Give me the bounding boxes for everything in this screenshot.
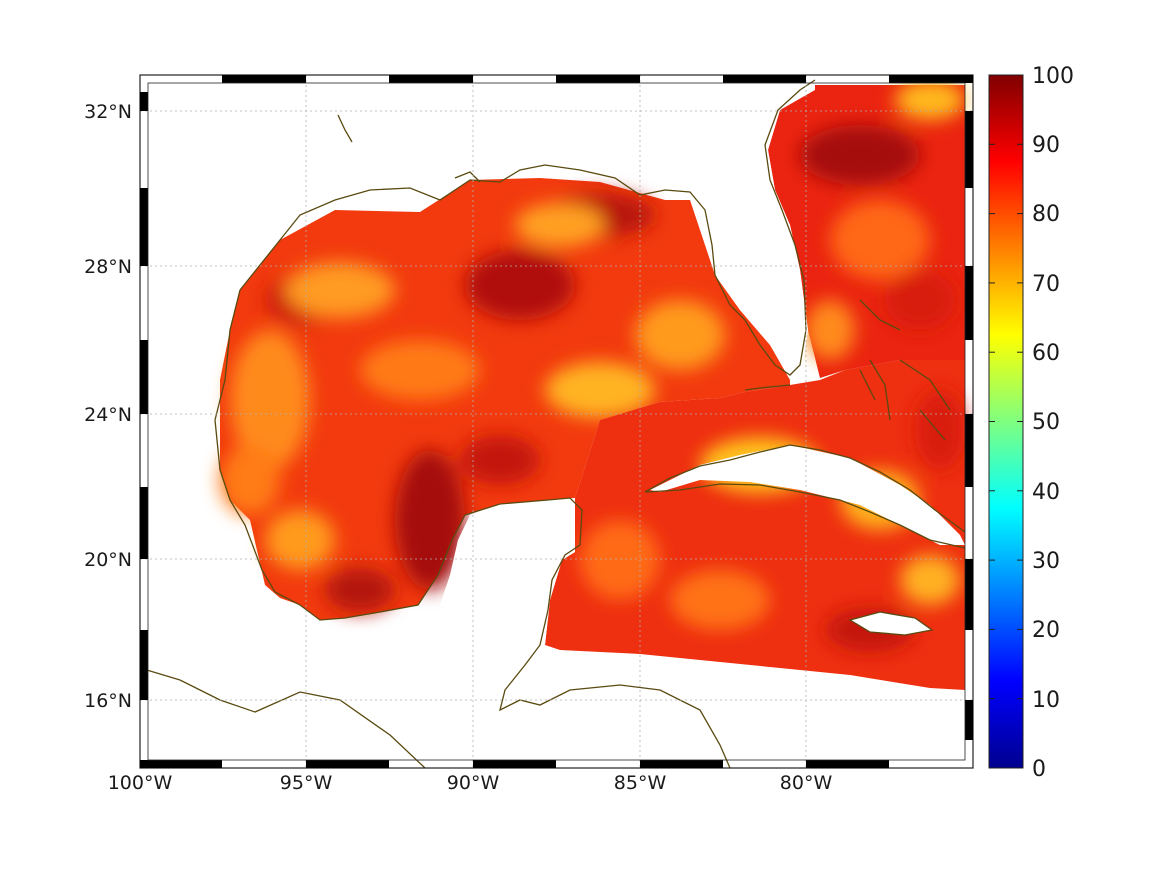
lat-label: 24°N (84, 404, 132, 426)
colorbar-tick-label: 100 (1032, 64, 1074, 89)
colorbar-tick-label: 90 (1032, 133, 1060, 158)
latitude-labels: 32°N 28°N 24°N 20°N 16°N (84, 101, 132, 712)
colorbar-tick-label: 80 (1032, 202, 1060, 227)
lat-label: 32°N (84, 101, 132, 123)
longitude-labels: 100°W 95°W 90°W 85°W 80°W (108, 772, 833, 794)
land-mask (440, 85, 965, 665)
lat-label: 28°N (84, 256, 132, 278)
colorbar: 100 90 80 70 60 50 40 30 20 10 0 (988, 64, 1074, 782)
colorbar-tick-label: 10 (1032, 688, 1060, 713)
lat-label: 16°N (84, 690, 132, 712)
colorbar-tick-label: 40 (1032, 480, 1060, 505)
lon-label: 90°W (447, 772, 500, 794)
lon-label: 80°W (780, 772, 833, 794)
data-field-atlantic (768, 80, 965, 378)
colorbar-tick-label: 30 (1032, 549, 1060, 574)
colorbar-tick-label: 50 (1032, 410, 1060, 435)
lon-label: 95°W (280, 772, 333, 794)
map-frame (139, 74, 974, 769)
colorbar-tick-label: 70 (1032, 272, 1060, 297)
lon-label: 100°W (108, 772, 173, 794)
lat-label: 20°N (84, 549, 132, 571)
lon-label: 85°W (614, 772, 667, 794)
colorbar-tick-label: 20 (1032, 618, 1060, 643)
gridlines (140, 75, 973, 768)
data-field-gulf (220, 178, 790, 620)
coastlines (140, 79, 966, 768)
colorbar-tick-label: 0 (1032, 757, 1046, 782)
colorbar-tick-label: 60 (1032, 341, 1060, 366)
